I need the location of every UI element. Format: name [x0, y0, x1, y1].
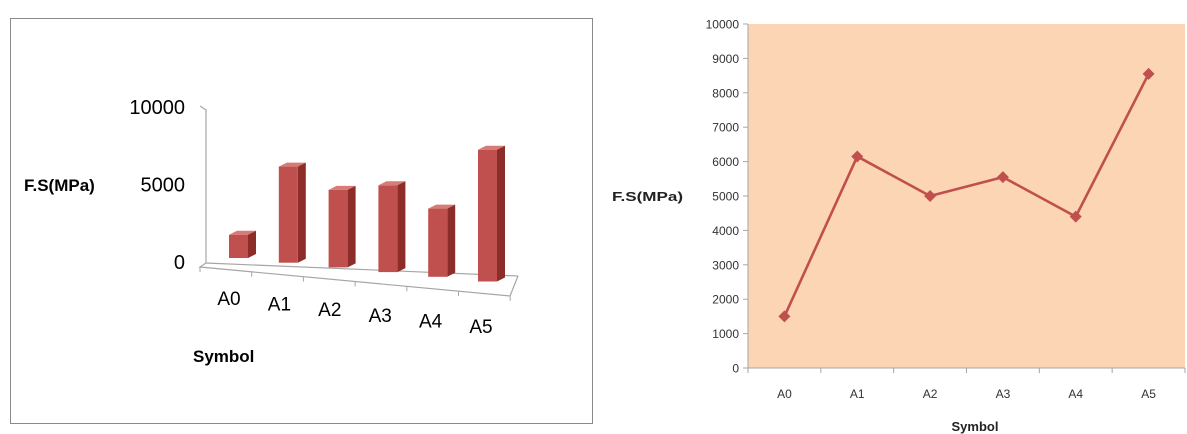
bar-top [229, 230, 256, 235]
line-chart-category-label: A1 [850, 387, 865, 401]
bar-side [248, 230, 256, 258]
bar-chart-category-label: A2 [318, 300, 341, 321]
bar-top [278, 162, 306, 167]
bar-chart-labels: 0 5000 10000 A0 A1 A2 A3 A4 A5 [129, 97, 492, 338]
bar-top [378, 181, 406, 186]
bar-side [297, 162, 306, 263]
bar [478, 149, 497, 282]
bar-top [428, 204, 456, 209]
line-chart-point [924, 190, 937, 202]
bar-chart-axes [198, 105, 519, 301]
line-chart-y-axis-title: F.S(MPa) [612, 189, 683, 204]
line-chart-y-tick-label: 5000 [712, 190, 739, 204]
line-chart-y-tick-label: 3000 [712, 258, 739, 272]
bar-chart-y-tick-label: 0 [174, 252, 185, 274]
bar [328, 189, 348, 268]
bar-chart-y-tick-label: 10000 [129, 97, 185, 119]
line-chart-point [1142, 67, 1155, 80]
bar-chart-bars [229, 145, 505, 282]
bar-chart-y-axis-title: F.S(MPa) [24, 176, 95, 195]
line-chart-y-tick-label: 9000 [712, 52, 739, 66]
bar-top [328, 185, 356, 190]
line-chart-category-label: A2 [923, 387, 938, 401]
bar-chart-category-label: A5 [469, 317, 492, 338]
line-chart-y-tick-label: 1000 [712, 327, 739, 341]
line-chart-x-axis-title: Symbol [952, 419, 999, 434]
line-chart-category-label: A4 [1068, 387, 1083, 401]
line-chart-y-tick-label: 7000 [712, 121, 739, 135]
line-chart-y-tick-label: 8000 [712, 86, 739, 100]
line-chart-labels: 0 1000 2000 3000 4000 5000 6000 7000 8000 9000 100… [706, 18, 1157, 402]
line-chart-y-tick-label: 6000 [712, 155, 739, 169]
bar-chart-floor [198, 262, 519, 297]
line-chart-category-label: A0 [777, 387, 792, 401]
bar-side [397, 181, 406, 273]
bar [278, 166, 298, 263]
bar-chart-y-tick-label: 5000 [141, 175, 186, 197]
bar-chart-back-axis [199, 105, 519, 277]
bar-chart-category-label: A4 [419, 311, 443, 332]
bar-chart-category-label: A0 [217, 289, 240, 310]
bar-side [447, 204, 456, 277]
line-chart-series [778, 67, 1155, 323]
line-chart-point [778, 310, 791, 323]
line-chart-point [1069, 210, 1082, 223]
bar-chart: 0 5000 10000 A0 A1 A2 A3 A4 A5 F.S(MPa) Symbol [24, 97, 519, 366]
line-chart-point [996, 171, 1009, 184]
bar-chart-category-label: A3 [369, 306, 392, 327]
line-chart-category-label: A3 [996, 387, 1011, 401]
bar-side [347, 185, 356, 268]
bar-side [497, 145, 505, 282]
bar [229, 234, 248, 258]
bar-chart-category-label: A1 [268, 295, 291, 316]
bar-top [478, 145, 505, 150]
bar [378, 185, 398, 273]
line-chart-y-tick-label: 0 [732, 362, 739, 376]
line-chart-category-label: A5 [1141, 387, 1156, 401]
bar [428, 208, 448, 277]
line-chart-y-tick-label: 4000 [712, 224, 739, 238]
line-chart-y-tick-label: 10000 [706, 18, 740, 32]
line-chart-point [851, 150, 864, 163]
line-chart-series-line [783, 73, 1150, 317]
line-chart-plot-area [748, 24, 1185, 368]
line-chart-y-tick-label: 2000 [712, 293, 739, 307]
bar-chart-x-axis-title: Symbol [193, 347, 254, 366]
line-chart-axes [743, 23, 1186, 373]
